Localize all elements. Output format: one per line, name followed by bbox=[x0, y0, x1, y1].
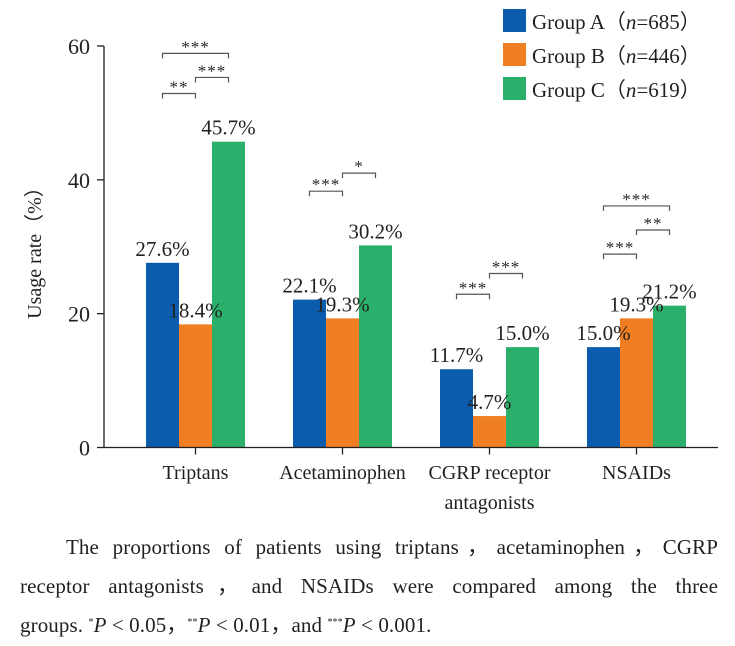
significance-stars: *** bbox=[181, 37, 210, 56]
significance-bracket bbox=[194, 76, 230, 83]
y-tick-label: 40 bbox=[68, 168, 90, 193]
caption-line-1: The proportions of patients using tripta… bbox=[66, 535, 718, 559]
p-variable-2: P bbox=[197, 613, 211, 637]
axes-layer: Usage rate（%） bbox=[23, 46, 718, 449]
y-tick-label: 60 bbox=[68, 34, 90, 59]
legend-label: Group A（n=685） bbox=[532, 10, 701, 34]
significance-bracket bbox=[602, 253, 638, 260]
p-threshold-2: < 0.01，and bbox=[210, 613, 328, 637]
sig-star-3: *** bbox=[327, 617, 343, 628]
data-label: 15.0% bbox=[495, 321, 549, 345]
bar-group-c bbox=[653, 305, 686, 448]
significance-stars: * bbox=[354, 157, 364, 176]
bar-group-b bbox=[179, 324, 212, 448]
ticks-layer: 0 20 40 60 Triptans Acetaminophen CGRP recepto… bbox=[68, 34, 671, 514]
significance-stars: *** bbox=[198, 61, 227, 80]
legend-swatch bbox=[503, 77, 526, 100]
data-labels-layer: 27.6% 22.1% 11.7% 15.0% 18.4% 19.3% 4.7% 19.3% 4… bbox=[135, 116, 696, 414]
bar-chart: ************************** Usage rate（%）… bbox=[23, 9, 718, 514]
legend: Group A（n=685） Group B（n=446） Group C（n=61… bbox=[503, 9, 701, 102]
figure-caption: The proportions of patients using tripta… bbox=[20, 528, 718, 645]
significance-bracket bbox=[635, 229, 671, 236]
significance-stars: ** bbox=[644, 214, 663, 233]
p-variable-3: P bbox=[342, 613, 356, 637]
legend-label: Group C（n=619） bbox=[532, 78, 701, 102]
significance-bracket bbox=[161, 92, 197, 99]
sig-star-1: * bbox=[88, 617, 94, 628]
significance-stars: *** bbox=[492, 258, 521, 277]
x-tick-label: CGRP receptor bbox=[428, 462, 550, 484]
data-label: 19.3% bbox=[315, 292, 369, 316]
p-variable-1: P bbox=[93, 613, 107, 637]
caption-line-3: groups. *P < 0.05，**P < 0.01，and ***P < … bbox=[20, 606, 718, 645]
sig-star-2: ** bbox=[187, 617, 198, 628]
bar-group-c bbox=[506, 347, 539, 448]
data-label: 21.2% bbox=[642, 280, 696, 304]
bar-group-a bbox=[146, 262, 179, 448]
significance-stars: *** bbox=[459, 278, 488, 297]
bar-group-c bbox=[212, 141, 245, 448]
bar-group-b bbox=[473, 416, 506, 448]
data-label: 30.2% bbox=[348, 219, 402, 243]
significance-bracket bbox=[308, 190, 344, 197]
legend-swatch bbox=[503, 9, 526, 32]
significance-stars: *** bbox=[312, 175, 341, 194]
p-threshold-1: < 0.05， bbox=[106, 613, 188, 637]
bar-group-b bbox=[620, 318, 653, 448]
y-tick-label: 0 bbox=[79, 436, 90, 461]
x-tick-label: NSAIDs bbox=[602, 462, 671, 484]
significance-bracket bbox=[488, 272, 524, 279]
data-label: 18.4% bbox=[168, 298, 222, 322]
data-label: 11.7% bbox=[430, 343, 483, 367]
bar-group-c bbox=[359, 245, 392, 448]
bar-group-a bbox=[587, 347, 620, 448]
bar-group-a bbox=[293, 299, 326, 448]
significance-stars: ** bbox=[170, 78, 189, 97]
bar-group-a bbox=[440, 369, 473, 448]
significance-bracket bbox=[602, 205, 671, 211]
x-tick-label: Acetaminophen bbox=[279, 462, 406, 484]
data-label: 19.3% bbox=[609, 292, 663, 316]
significance-bracket bbox=[341, 172, 377, 179]
data-label: 22.1% bbox=[282, 274, 336, 298]
significance-bracket bbox=[455, 293, 491, 300]
x-tick-label-line2: antagonists bbox=[445, 492, 535, 514]
bar-group-b bbox=[326, 318, 359, 448]
legend-label: Group B（n=446） bbox=[532, 44, 701, 68]
data-label: 15.0% bbox=[576, 321, 630, 345]
bars-layer bbox=[146, 141, 686, 448]
data-label: 45.7% bbox=[201, 116, 255, 140]
significance-bracket bbox=[161, 52, 230, 59]
significance-layer: ************************** bbox=[161, 37, 671, 300]
data-label: 4.7% bbox=[468, 390, 512, 414]
caption-prefix: groups. bbox=[20, 613, 89, 637]
data-label: 27.6% bbox=[135, 237, 189, 261]
significance-stars: *** bbox=[622, 190, 651, 209]
legend-swatch bbox=[503, 43, 526, 66]
x-tick-label: Triptans bbox=[163, 462, 229, 484]
y-axis-label: Usage rate（%） bbox=[23, 177, 46, 319]
caption-line-2: receptor antagonists，and NSAIDs were com… bbox=[20, 574, 718, 598]
y-tick-label: 20 bbox=[68, 302, 90, 327]
p-threshold-3: < 0.001. bbox=[355, 613, 432, 637]
significance-stars: *** bbox=[606, 238, 635, 257]
